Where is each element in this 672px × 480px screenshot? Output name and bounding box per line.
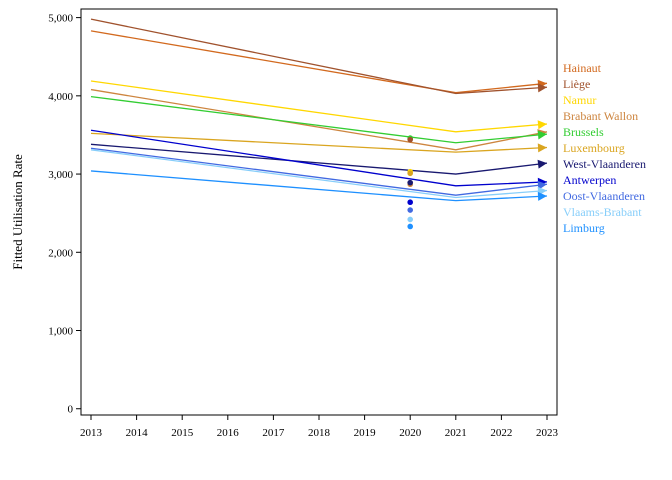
- series-line: [90, 80, 548, 133]
- points-2020: [407, 135, 414, 230]
- series-line: [90, 147, 548, 196]
- series-line: [90, 18, 548, 95]
- series-arrow: [537, 159, 547, 169]
- legend-entry: Luxembourg: [563, 141, 625, 155]
- point-2020: [407, 199, 414, 206]
- series-line: [90, 95, 548, 144]
- legend: Hainaut Liège Namur Brabant Wallon Brussels L…: [563, 61, 646, 235]
- y-tick-label: 4,000: [48, 91, 73, 103]
- series-arrow: [537, 120, 547, 130]
- y-tick-label: 3,000: [48, 169, 73, 181]
- point-2020: [407, 216, 414, 223]
- plot-frame: [80, 8, 558, 416]
- series-lines: [90, 18, 548, 202]
- legend-entry: Limburg: [563, 221, 605, 235]
- x-tick-label: 2023: [536, 427, 559, 439]
- x-tick-label: 2015: [171, 427, 194, 439]
- series-line: [90, 88, 548, 151]
- x-axis: 2013 2014 2015 2016 2017 2018 2019 2020 2021 2022…: [80, 415, 559, 439]
- series-line: [90, 143, 548, 175]
- series-line: [90, 170, 548, 202]
- series-arrow: [537, 143, 547, 153]
- legend-entry: Antwerpen: [563, 173, 616, 187]
- x-tick-label: 2019: [354, 427, 377, 439]
- series-arrow: [537, 130, 547, 140]
- series-line: [90, 129, 548, 187]
- x-tick-label: 2018: [308, 427, 331, 439]
- y-tick-label: 5,000: [48, 13, 73, 25]
- legend-entry: Brabant Wallon: [563, 109, 638, 123]
- legend-entry: Vlaams-Brabant: [563, 205, 642, 219]
- legend-entry: Namur: [563, 93, 596, 107]
- y-axis-label: Fitted Utilisation Rate: [10, 154, 25, 270]
- x-tick-label: 2017: [262, 427, 285, 439]
- series-line: [90, 149, 548, 199]
- point-2020: [407, 223, 414, 230]
- series-arrow: [537, 191, 547, 201]
- legend-entry: Brussels: [563, 125, 604, 139]
- y-tick-label: 2,000: [48, 247, 73, 259]
- y-tick-label: 0: [68, 404, 74, 416]
- legend-entry: West-Vlaanderen: [563, 157, 646, 171]
- x-tick-label: 2021: [445, 427, 467, 439]
- series-arrow: [537, 83, 547, 93]
- series-line: [90, 132, 548, 153]
- series-line: [90, 30, 548, 94]
- legend-entry: Oost-Vlaanderen: [563, 189, 645, 203]
- point-2020: [407, 179, 414, 186]
- point-2020: [407, 170, 414, 177]
- x-tick-label: 2016: [217, 427, 240, 439]
- legend-entry: Hainaut: [563, 61, 602, 75]
- x-tick-label: 2013: [80, 427, 103, 439]
- y-tick-label: 1,000: [48, 326, 73, 338]
- legend-entry: Liège: [563, 77, 590, 91]
- x-tick-label: 2022: [490, 427, 512, 439]
- x-tick-label: 2020: [399, 427, 422, 439]
- y-axis: 0 1,000 2,000 3,000 4,000 5,000: [48, 13, 81, 416]
- point-2020: [407, 136, 414, 143]
- x-tick-label: 2014: [126, 427, 149, 439]
- series-arrow: [537, 180, 547, 190]
- point-2020: [407, 207, 414, 213]
